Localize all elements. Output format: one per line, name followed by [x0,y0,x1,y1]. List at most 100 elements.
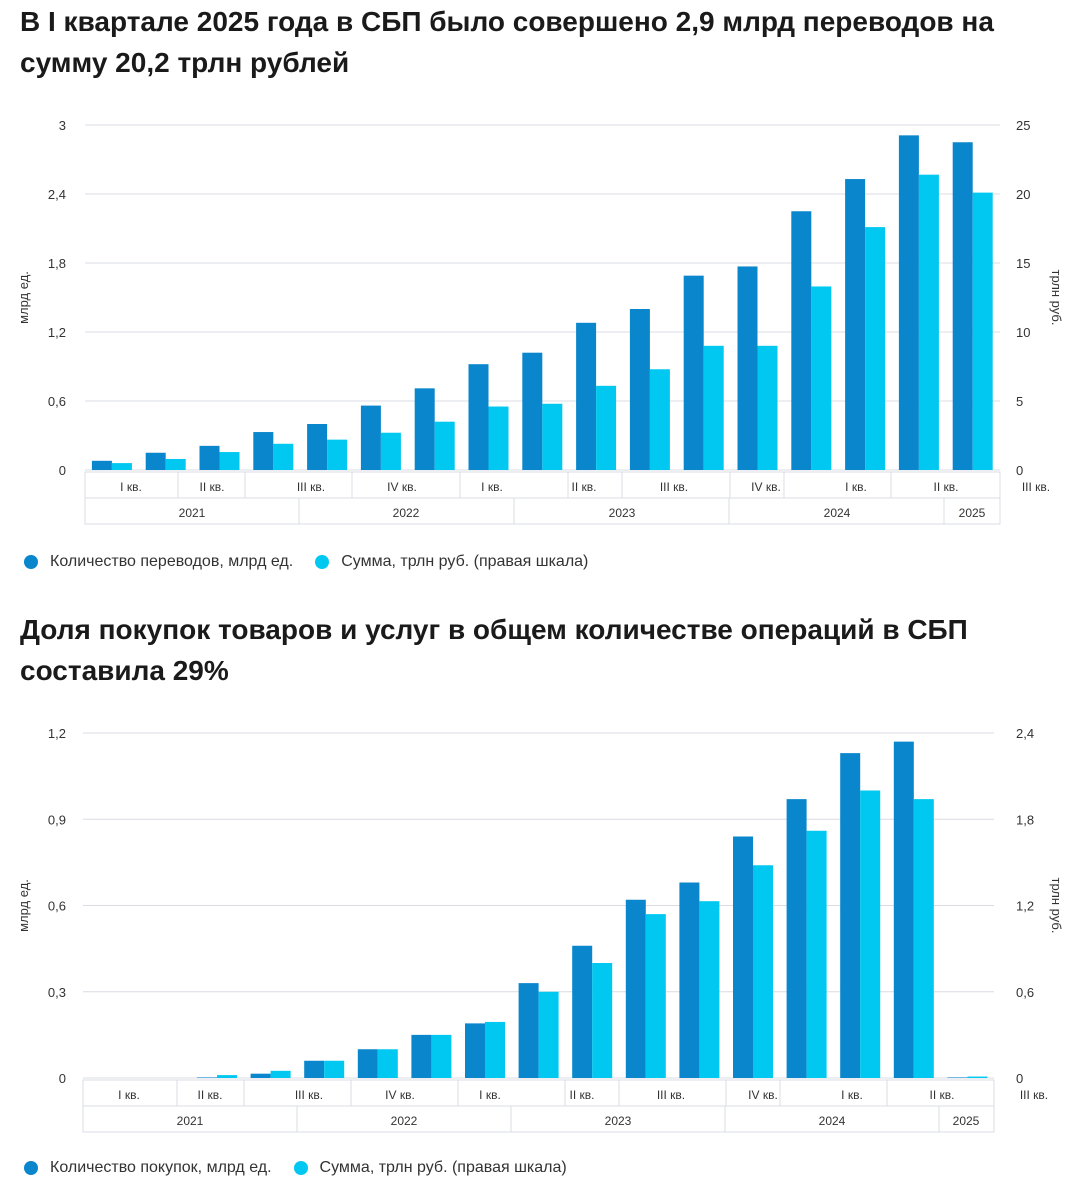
y-tick-left: 0,6 [48,394,66,409]
bar-count [625,899,646,1078]
bar-sum [538,991,559,1078]
bar-count [737,266,758,470]
year-label: 2025 [959,506,986,520]
y-tick-left: 1,2 [48,325,66,340]
quarter-label: II кв. [930,1088,955,1102]
bar-count [893,741,914,1078]
y-tick-right: 0 [1016,463,1023,478]
bar-sum [649,369,670,470]
y-tick-right: 1,8 [1016,812,1034,827]
bar-sum [972,192,993,470]
bar-sum [592,963,613,1078]
bar-sum [434,421,455,470]
legend: Количество переводов, млрд ед. Сумма, тр… [24,553,610,571]
legend-item-count: Количество переводов, млрд ед. [24,553,293,571]
y-tick-right: 1,2 [1016,899,1034,914]
bar-count [845,179,866,471]
y-tick-right: 10 [1016,325,1030,340]
bar-count [197,1077,217,1078]
quarter-label: II кв. [934,480,959,494]
bar-count [307,424,328,470]
bar-count [91,460,112,470]
y-tick-left: 3 [59,118,66,133]
y-axis-title-left: млрд ед. [16,271,31,324]
bar-sum [165,458,186,470]
legend-item-count: Количество покупок, млрд ед. [24,1159,272,1177]
bar-count [411,1034,432,1078]
year-label: 2023 [609,506,636,520]
transfers-chart: 0 0 0,6 5 1,2 10 1,8 15 2,4 20 3 25 млрд ед. трлн руб… [16,118,1064,525]
bar-sum [596,385,617,470]
legend-label-count: Количество покупок, млрд ед. [50,1159,272,1176]
bar-count [572,945,593,1078]
bar-count [522,352,543,470]
year-label: 2024 [819,1114,846,1128]
y-tick-right: 20 [1016,187,1030,202]
legend-item-sum: Сумма, трлн руб. (правая шкала) [315,553,588,571]
bar-count [465,1023,485,1078]
chart-title: Доля покупок товаров и услуг в общем кол… [20,614,968,686]
bar-count [199,445,220,470]
bar-count [791,211,812,470]
bar-sum [327,439,348,470]
bar-sum [645,914,666,1078]
bar-count [360,405,381,470]
bar-count [898,135,919,470]
quarter-label: II кв. [198,1088,223,1102]
y-tick-right: 0 [1016,1071,1023,1086]
year-label: 2022 [393,506,420,520]
legend-swatch-light [293,1161,308,1175]
y-tick-left: 0,6 [48,899,66,914]
purchases-chart: 0 0 0,3 0,6 0,6 1,2 0,9 1,8 1,2 2,4 млрд ед. трлн р… [16,726,1064,1133]
year-label: 2025 [953,1114,980,1128]
y-axis-title-right: трлн руб. [1049,270,1064,326]
quarter-label: III кв. [660,480,688,494]
year-label: 2021 [177,1114,204,1128]
y-tick-left: 0,3 [48,985,66,1000]
bar-count [304,1060,325,1078]
bar-sum [380,432,401,470]
y-tick-right: 0,6 [1016,985,1034,1000]
quarter-label: I кв. [841,1088,863,1102]
quarter-label: I кв. [481,480,503,494]
bar-count [683,275,704,470]
legend-swatch-dark [24,555,38,569]
y-axis-title-right: трлн руб. [1049,878,1064,934]
bar-sum [270,1070,291,1078]
bar-sum [806,830,827,1078]
quarter-label: III кв. [1022,480,1050,494]
y-tick-right: 15 [1016,256,1030,271]
quarter-label: IV кв. [751,480,781,494]
quarter-label: II кв. [570,1088,595,1102]
quarter-label: I кв. [479,1088,501,1102]
quarter-label: IV кв. [748,1088,778,1102]
y-axis-title-left: млрд ед. [16,879,31,932]
quarter-label: IV кв. [387,480,417,494]
bar-sum [111,463,132,470]
quarter-label: III кв. [295,1088,323,1102]
bar-sum [703,345,724,470]
quarter-label: IV кв. [385,1088,415,1102]
bar-sum [757,345,778,470]
y-tick-left: 0 [59,1071,66,1086]
bar-count [576,322,597,470]
y-tick-left: 1,2 [48,726,66,741]
bar-count [253,432,274,470]
y-tick-right: 2,4 [1016,726,1034,741]
quarter-label: I кв. [845,480,867,494]
legend-label-sum: Сумма, трлн руб. (правая шкала) [341,553,589,570]
bar-sum [811,286,832,470]
bar-sum [699,901,720,1078]
bar-sum [217,1075,237,1078]
bar-sum [542,403,563,470]
y-tick-left: 0 [59,463,66,478]
quarter-label: II кв. [572,480,597,494]
quarter-label: I кв. [118,1088,140,1102]
bar-count [145,452,166,470]
year-label: 2021 [179,506,206,520]
y-tick-left: 0,9 [48,812,66,827]
bar-sum [913,799,934,1078]
bar-sum [865,227,886,470]
bar-sum [967,1076,988,1078]
bar-sum [377,1049,398,1078]
